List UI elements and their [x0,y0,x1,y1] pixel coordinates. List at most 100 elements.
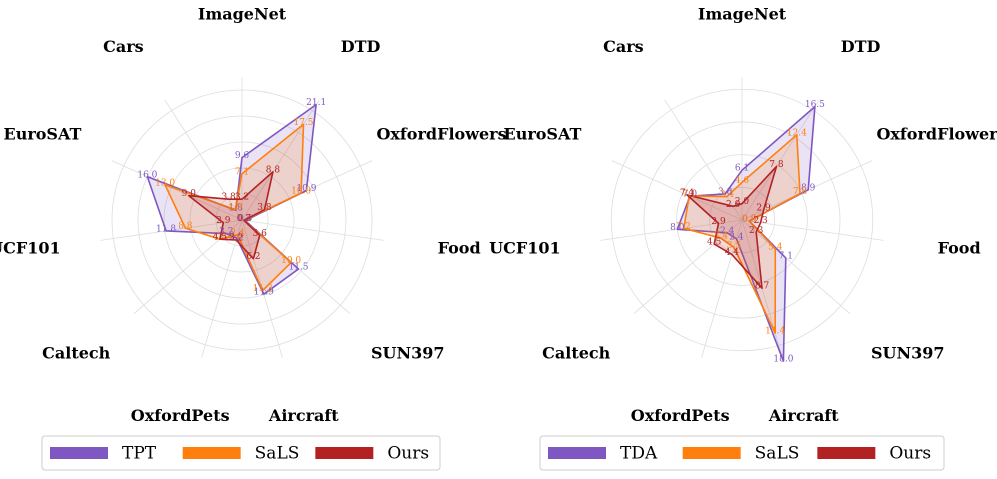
data-label-tpt-oxfordflowers: 10.9 [296,184,316,194]
data-label-sals-oxfordpets: 3.5 [727,241,742,251]
data-label-tda-cars: 3.8 [718,187,733,197]
data-label-tda-oxfordflowers: 8.9 [801,183,816,193]
data-label-ours-oxfordpets: 3.2 [229,233,243,243]
data-label-ours-aircraft: 8.7 [755,282,770,292]
grid-spoke [241,99,320,221]
axis-label-food: Food [938,239,981,258]
legend-swatch-sals [682,447,741,459]
axis-label-aircraft: Aircraft [768,406,839,425]
data-label-tda-oxfordpets: 2.4 [729,232,744,242]
axis-label-oxfordpets: OxfordPets [131,406,230,425]
series-polygon-ours [686,165,778,290]
axis-label-imagenet: ImageNet [198,5,287,24]
axis-label-caltech: Caltech [542,344,610,363]
data-label-sals-sun397: 5.4 [768,242,783,252]
data-label-sals-oxfordflowers: 7.8 [793,187,808,197]
grid-spoke [741,219,884,241]
data-label-sals-food: 0.3 [237,214,252,224]
data-label-tpt-oxfordpets: 2.9 [230,232,245,242]
data-label-tpt-sun397: 11.5 [288,262,308,272]
data-label-ours-imagenet: 3.2 [235,193,249,203]
data-label-ours-cars: 3.8 [221,193,236,203]
axis-label-eurosat: EuroSAT [4,124,82,143]
axis-label-oxfordflowers: OxfordFlowers [376,124,506,143]
grid-spoke [741,99,820,221]
legend-swatch-tda [548,447,606,459]
data-label-tda-dtd: 16.5 [805,100,825,110]
series-polygon-sals [164,123,305,292]
data-label-ours-eurosat: 7.4 [680,188,695,198]
data-label-tpt-imagenet: 9.6 [235,151,250,161]
data-label-ours-caltech: 4.5 [707,238,722,248]
data-label-sals-imagenet: 4.6 [735,176,750,186]
data-label-tpt-aircraft: 11.9 [254,288,274,298]
legend-label-sals: SaLS [755,444,800,464]
legend-swatch-sals [182,447,241,459]
axis-label-oxfordflowers: OxfordFlowers [876,124,997,143]
data-label-sals-dtd: 12.4 [787,128,807,138]
axis-label-cars: Cars [603,37,644,56]
data-label-ours-aircraft: 6.2 [246,252,260,262]
data-label-ours-oxfordflowers: 2.9 [756,204,771,214]
axis-label-sun397: SUN397 [371,344,445,363]
axis-label-aircraft: Aircraft [268,406,339,425]
grid-spoke [633,219,743,314]
axis-label-cars: Cars [103,37,144,56]
data-label-ours-oxfordpets: 4.4 [725,248,740,258]
axis-label-ucf101: UCF101 [489,239,560,258]
data-label-ours-dtd: 8.8 [266,165,281,175]
data-label-tda-food: 0.9 [742,215,757,225]
axis-label-dtd: DTD [341,37,381,56]
data-label-tda-aircraft: 18.0 [773,355,793,365]
data-label-sals-ucf101: 8.8 [178,222,193,232]
data-label-sals-aircraft: 11.3 [253,284,273,294]
data-label-ours-eurosat: 9.0 [182,189,197,199]
data-label-tda-ucf101: 8.0 [670,223,685,233]
radar-chart-2: ImageNet DTD OxfordFlowers Food SUN397 Aircra… [489,5,997,426]
grid-spoke [741,219,851,314]
axis-label-sun397: SUN397 [871,344,945,363]
data-label-ours-sun397: 2.3 [749,226,764,236]
grid-spoke [111,160,243,221]
radar-chart-1: ImageNet DTD OxfordFlowers Food SUN397 Aircra… [0,5,507,426]
data-label-ours-cars: 2.0 [726,200,741,210]
data-label-sals-oxfordpets: 2.4 [230,228,245,238]
data-label-ours-food: 2.3 [753,216,768,226]
legend-2: TDA SaLS Ours [539,435,945,471]
data-label-sals-cars: 3.4 [720,190,735,200]
data-label-ours-sun397: 3.6 [253,229,268,239]
data-label-ours-caltech: 4.5 [213,233,228,243]
axis-label-eurosat: EuroSAT [504,124,582,143]
data-label-sals-cars: 1.9 [228,203,243,213]
legend-swatch-tpt [50,447,108,459]
axis-label-imagenet: ImageNet [698,5,787,24]
axis-label-caltech: Caltech [42,344,110,363]
axis-label-dtd: DTD [841,37,881,56]
legend-label-ours: Ours [387,444,429,464]
data-label-ours-ucf101: 2.9 [711,217,726,227]
legend-swatch-ours [315,447,374,459]
series-polygon-ours [188,171,274,260]
data-label-sals-dtd: 17.5 [293,118,313,128]
data-label-tda-sun397: 7.1 [779,251,793,261]
legend-label-sals: SaLS [255,444,300,464]
legend-label-ours: Ours [889,444,931,464]
data-label-tpt-caltech: 3.2 [219,227,233,237]
data-label-sals-aircraft: 14.4 [765,326,785,336]
data-label-sals-eurosat: 7.1 [682,189,696,199]
data-label-ours-dtd: 7.8 [769,160,784,170]
data-label-ours-imagenet: 2.0 [735,197,750,207]
data-label-sals-sun397: 10.0 [281,256,301,266]
grid-spoke [664,99,743,221]
legend-frame [539,435,945,471]
data-label-sals-oxfordflowers: 10.0 [291,186,311,196]
data-label-tpt-ucf101: 11.8 [156,224,176,234]
data-label-sals-food: 0.9 [742,215,757,225]
legend-1: TPT SaLS Ours [41,435,441,471]
axis-label-ucf101: UCF101 [0,239,61,258]
axis-label-food: Food [438,239,481,258]
legend-label-tda: TDA [620,444,658,464]
grid-spoke [133,219,243,314]
grid-spoke [100,219,243,241]
